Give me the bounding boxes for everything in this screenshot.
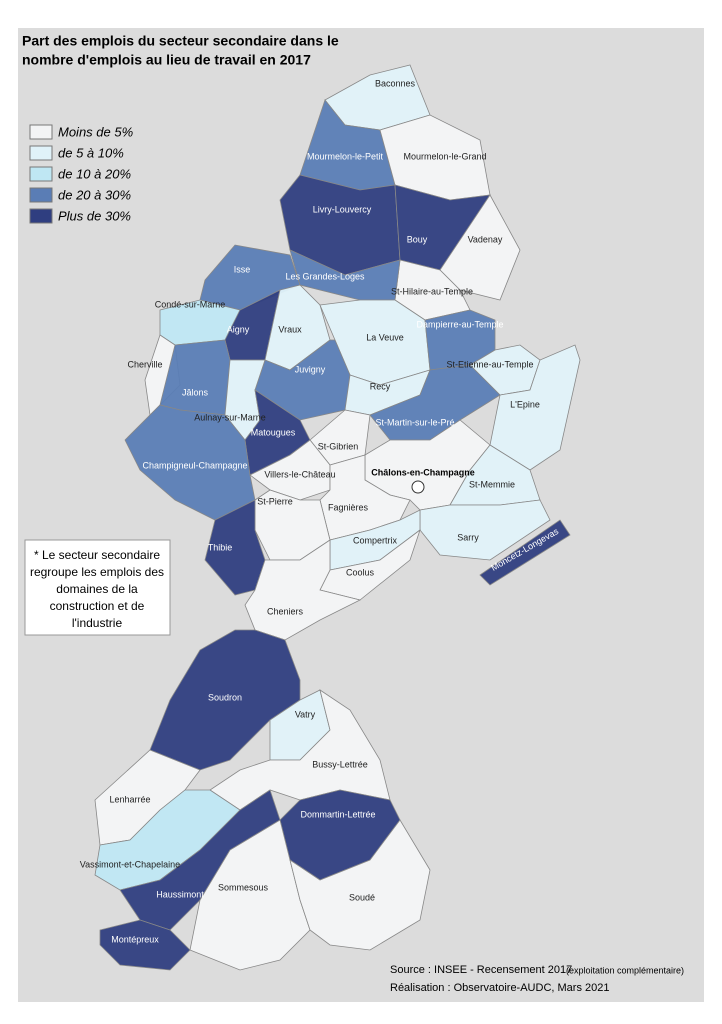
note-line: construction et de — [50, 599, 145, 613]
commune-label: Champigneul-Champagne — [142, 460, 247, 470]
commune-label: St-Gibrien — [318, 441, 359, 451]
source: Source : INSEE - Recensement 2017 — [390, 964, 572, 976]
commune — [479, 519, 571, 586]
commune-label: Livry-Louvercy — [313, 204, 372, 214]
commune-label: Baconnes — [375, 78, 416, 88]
legend-swatch — [29, 145, 53, 161]
commune-label: Vadenay — [468, 234, 503, 244]
commune-label: Coolus — [346, 567, 375, 577]
note: * Le secteur secondaire regroupe les empl… — [30, 548, 164, 630]
commune — [99, 919, 191, 971]
commune-label: St-Memmie — [469, 479, 515, 489]
note-line: domaines de la — [56, 582, 138, 596]
commune-label: Isse — [234, 264, 251, 274]
commune-label: Aulnay-sur-Marne — [194, 412, 266, 422]
commune — [419, 499, 551, 561]
commune-label: Bussy-Lettrée — [312, 759, 368, 769]
commune-label: Soudé — [349, 892, 375, 902]
legend: Moins de 5% de 5 à 10% de 10 à 20% de 20 à … — [29, 124, 133, 224]
commune-label: Villers-le-Château — [264, 469, 335, 479]
commune-label: Jâlons — [182, 387, 209, 397]
commune-label: Les Grandes-Loges — [285, 271, 365, 281]
legend-label: de 10 à 20% — [58, 166, 131, 181]
legend-swatch — [29, 187, 53, 203]
commune-label: Sarry — [457, 532, 479, 542]
legend-swatch — [29, 208, 53, 224]
commune-label: Sommesous — [218, 882, 269, 892]
commune-label: Dommartin-Lettrée — [300, 809, 375, 819]
legend-label: Moins de 5% — [58, 124, 133, 139]
note-line: l'industrie — [72, 616, 123, 630]
legend-label: de 20 à 30% — [58, 187, 131, 202]
commune-label: Bouy — [407, 234, 428, 244]
commune-label: St-Hilaire-au-Temple — [391, 286, 473, 296]
note-line: * Le secteur secondaire — [34, 548, 160, 562]
credit: Réalisation : Observatoire-AUDC, Mars 20… — [390, 982, 609, 994]
commune-label: Soudron — [208, 692, 242, 702]
commune-label: Vraux — [278, 324, 302, 334]
commune-label: Matougues — [251, 427, 296, 437]
commune-label: Haussimont — [156, 889, 204, 899]
commune-label: Lenharrée — [109, 794, 150, 804]
commune-label: Cheniers — [267, 606, 304, 616]
commune-label: St-Pierre — [257, 496, 293, 506]
commune-label: Juvigny — [295, 364, 326, 374]
commune-label: Compertrix — [353, 535, 398, 545]
commune-label: Condé-sur-Marne — [155, 299, 226, 309]
legend-label: de 5 à 10% — [58, 145, 124, 160]
commune-label: Aigny — [227, 324, 250, 334]
prefecture-marker — [411, 480, 425, 494]
title: nombre d'emplois au lieu de travail en 2… — [22, 52, 311, 68]
commune-label: Châlons-en-Champagne — [371, 467, 475, 477]
commune-label: St-Etienne-au-Temple — [446, 359, 533, 369]
legend-swatch — [29, 124, 53, 140]
commune — [249, 439, 331, 501]
commune-label: Cherville — [127, 359, 162, 369]
title: Part des emplois du secteur secondaire d… — [22, 33, 339, 49]
note-line: regroupe les emplois des — [30, 565, 164, 579]
commune-label: Vassimont-et-Chapelaine — [80, 859, 180, 869]
legend-swatch — [29, 166, 53, 182]
source: (exploitation complémentaire) — [566, 965, 684, 975]
commune-label: Fagnières — [328, 502, 369, 512]
commune-label: St-Martin-sur-le-Pré — [375, 417, 454, 427]
note-box — [24, 539, 171, 636]
commune — [439, 194, 521, 301]
commune-label: Mourmelon-le-Grand — [403, 151, 486, 161]
communes — [94, 64, 581, 971]
commune-label: Recy — [370, 381, 391, 391]
commune-label: L'Epine — [510, 399, 540, 409]
commune — [149, 629, 301, 771]
commune-label: Vatry — [295, 709, 316, 719]
commune-label: Mourmelon-le-Petit — [307, 151, 384, 161]
commune-label: Thibie — [208, 542, 233, 552]
commune-label: Montépreux — [111, 934, 159, 944]
commune-label: Dampierre-au-Temple — [416, 319, 503, 329]
commune — [289, 819, 431, 951]
legend-label: Plus de 30% — [58, 208, 131, 223]
commune-label: La Veuve — [366, 332, 404, 342]
commune — [189, 819, 311, 971]
